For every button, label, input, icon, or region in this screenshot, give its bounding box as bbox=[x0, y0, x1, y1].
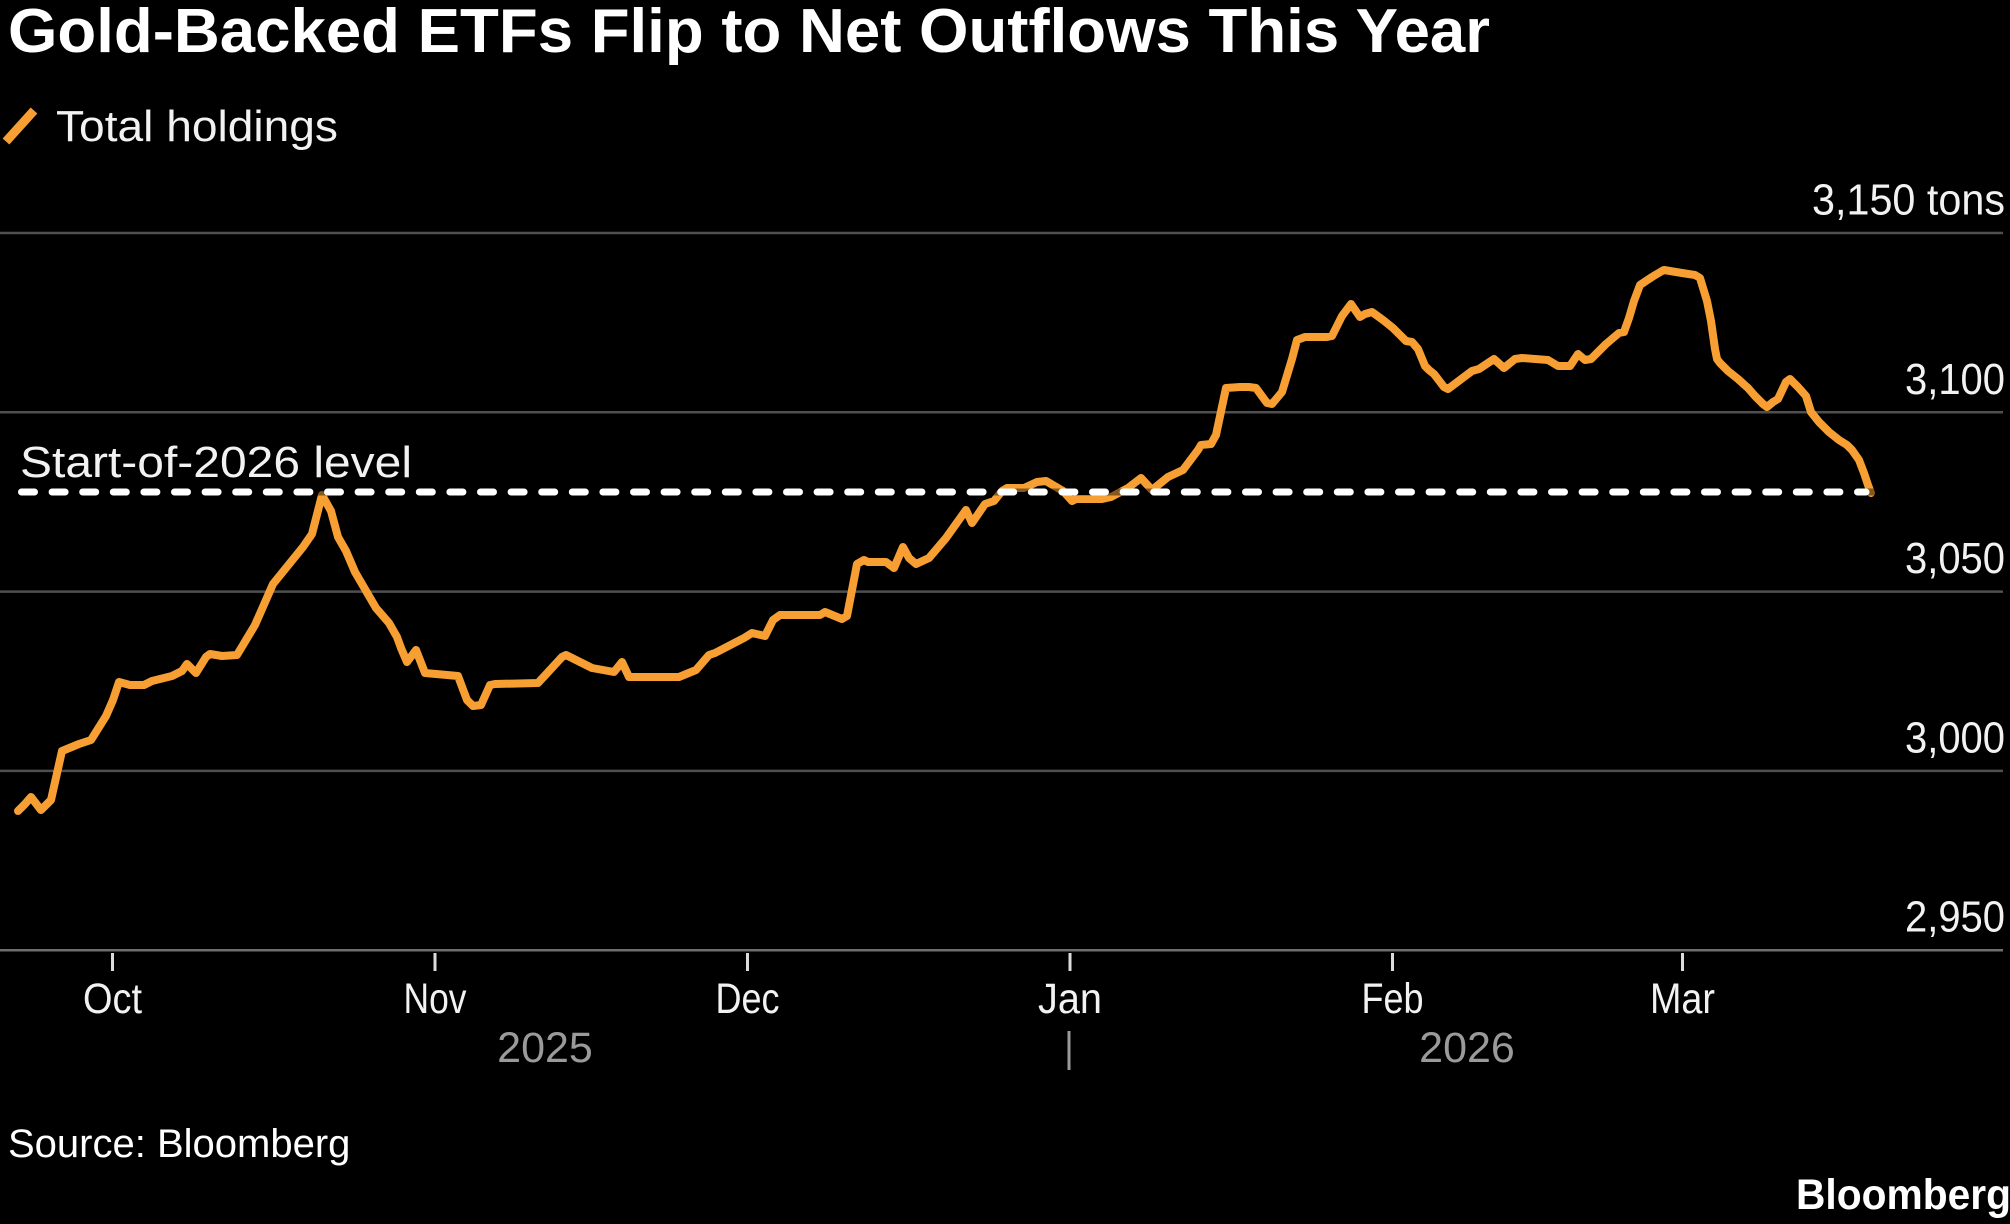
svg-text:3,100: 3,100 bbox=[1905, 355, 2005, 404]
svg-text:2026: 2026 bbox=[1419, 1024, 1515, 1072]
svg-text:Mar: Mar bbox=[1650, 975, 1715, 1023]
svg-text:Oct: Oct bbox=[83, 975, 142, 1023]
svg-text:Total holdings: Total holdings bbox=[56, 102, 338, 151]
svg-text:Jan: Jan bbox=[1038, 975, 1102, 1023]
svg-text:Gold-Backed ETFs Flip to Net O: Gold-Backed ETFs Flip to Net Outflows Th… bbox=[8, 0, 1490, 66]
svg-text:Bloomberg: Bloomberg bbox=[1796, 1171, 2010, 1219]
svg-text:Dec: Dec bbox=[716, 975, 780, 1023]
svg-text:Start-of-2026 level: Start-of-2026 level bbox=[20, 438, 412, 487]
svg-text:2,950: 2,950 bbox=[1905, 893, 2005, 942]
svg-text:Feb: Feb bbox=[1362, 975, 1424, 1023]
svg-text:3,050: 3,050 bbox=[1905, 534, 2005, 583]
svg-text:2025: 2025 bbox=[497, 1024, 593, 1072]
svg-text:Source: Bloomberg: Source: Bloomberg bbox=[8, 1122, 350, 1166]
svg-text:3,150 tons: 3,150 tons bbox=[1812, 176, 2005, 225]
svg-text:Nov: Nov bbox=[404, 975, 467, 1023]
svg-text:3,000: 3,000 bbox=[1905, 713, 2005, 762]
